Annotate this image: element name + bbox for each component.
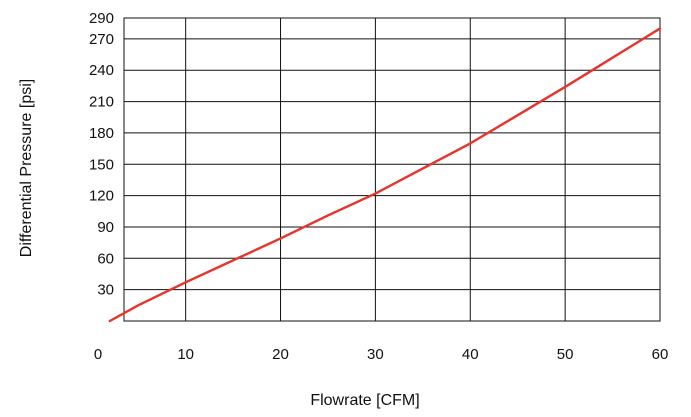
y-tick-label: 240 <box>89 62 114 79</box>
y-tick-label: 290 <box>89 10 114 27</box>
series-layer <box>108 27 662 323</box>
series-line <box>108 27 662 323</box>
y-tick-label: 180 <box>89 125 114 142</box>
y-tick-label: 120 <box>89 188 114 205</box>
y-tick-label: 30 <box>97 282 114 299</box>
plot-frame <box>123 17 661 322</box>
y-axis-tick-labels: 30 60 90 120 150 180 210 240 270 290 <box>89 10 114 299</box>
x-tick-label: 50 <box>557 346 574 363</box>
x-tick-label: 30 <box>367 346 384 363</box>
grid-lines <box>124 18 660 321</box>
y-tick-label: 60 <box>97 250 114 267</box>
x-tick-label: 10 <box>177 346 194 363</box>
y-tick-label: 150 <box>89 156 114 173</box>
y-tick-label: 210 <box>89 94 114 111</box>
x-axis-tick-labels: 0 10 20 30 40 50 60 <box>94 346 669 363</box>
x-tick-label: 60 <box>652 346 669 363</box>
y-tick-label: 270 <box>89 31 114 48</box>
y-axis-title: Differential Pressure [psi] <box>18 79 35 257</box>
x-tick-label: 20 <box>272 346 289 363</box>
x-tick-label: 40 <box>462 346 479 363</box>
x-tick-label: 0 <box>94 346 102 363</box>
y-tick-label: 90 <box>97 219 114 236</box>
x-axis-title: Flowrate [CFM] <box>310 392 419 409</box>
